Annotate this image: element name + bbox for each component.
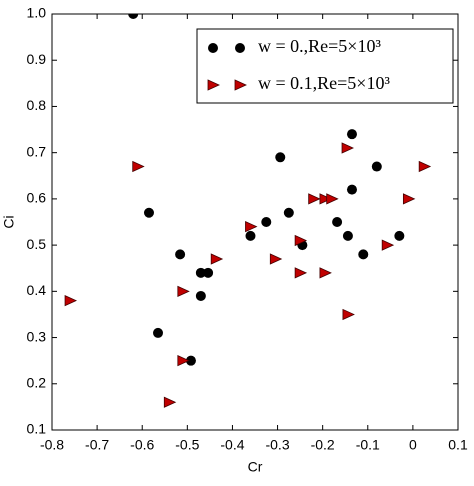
x-tick-label: -0.6	[130, 437, 154, 453]
point	[341, 142, 354, 154]
y-tick-label: 0.3	[27, 328, 47, 344]
y-tick-label: 0.9	[27, 51, 47, 67]
point	[64, 294, 78, 307]
y-tick-label: 0.7	[27, 143, 47, 159]
point	[308, 193, 321, 205]
point	[294, 267, 308, 279]
point	[195, 290, 206, 301]
legend-marker	[208, 43, 218, 53]
point	[342, 308, 355, 321]
x-tick-label: -0.7	[85, 437, 109, 453]
point	[346, 129, 357, 140]
legend-marker	[207, 79, 220, 91]
y-tick-label: 0.8	[27, 97, 47, 113]
legend-marker	[234, 79, 247, 91]
legend-marker	[235, 43, 245, 53]
point	[394, 230, 405, 241]
legend-label: w = 0.1,Re=5×10³	[258, 73, 390, 93]
y-tick-label: 0.1	[27, 421, 47, 437]
point	[163, 396, 177, 408]
point	[261, 217, 272, 227]
point	[283, 207, 294, 218]
legend-label: w = 0.,Re=5×10³	[258, 36, 381, 56]
point	[275, 152, 286, 163]
x-axis-label: Cr	[248, 459, 263, 475]
point	[269, 253, 283, 265]
point	[245, 230, 256, 241]
x-tick-label: 0.1	[448, 437, 468, 453]
point	[177, 355, 190, 367]
point	[294, 234, 308, 247]
points	[64, 14, 432, 408]
y-axis-label: Ci	[1, 215, 17, 228]
point	[381, 239, 395, 251]
legend-box	[196, 28, 454, 104]
point	[128, 14, 139, 19]
point	[371, 161, 382, 172]
x-tick-label: -0.5	[175, 437, 199, 453]
point	[326, 193, 339, 205]
point	[319, 267, 332, 279]
point	[185, 355, 196, 366]
x-tick-label: -0.2	[311, 437, 335, 453]
point	[210, 253, 224, 265]
y-tick-label: 0.2	[27, 374, 47, 390]
y-tick-label: 0.6	[27, 190, 47, 206]
point	[358, 249, 369, 260]
x-tick-label: -0.4	[220, 437, 244, 453]
x-tick-label: 0	[409, 437, 417, 453]
point	[143, 207, 154, 218]
point	[319, 193, 332, 205]
y-tick-label: 0.5	[27, 236, 47, 252]
x-tick-label: -0.8	[40, 437, 64, 453]
point	[177, 285, 190, 297]
point	[153, 327, 164, 338]
point	[132, 160, 145, 173]
point	[332, 217, 343, 227]
x-tick-label: -0.1	[356, 437, 380, 453]
point	[346, 184, 357, 195]
point	[245, 221, 258, 233]
x-tick-label: -0.3	[265, 437, 289, 453]
point	[195, 267, 206, 278]
point	[402, 193, 416, 205]
y-tick-label: 1.0	[27, 5, 47, 21]
point	[342, 230, 353, 241]
y-tick-label: 0.4	[27, 282, 47, 298]
point	[203, 267, 214, 278]
point	[418, 160, 432, 173]
plot-frame	[51, 13, 459, 431]
point	[175, 249, 186, 260]
